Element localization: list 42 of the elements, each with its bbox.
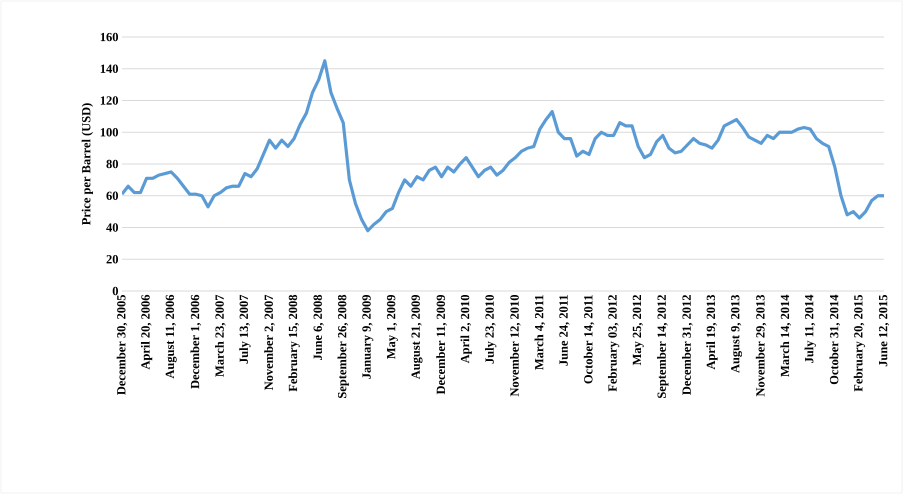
- x-tick-label: June 6, 2008: [314, 294, 324, 360]
- y-tick-label: 60: [106, 192, 118, 200]
- x-tick-label: February 20, 2015: [854, 294, 866, 392]
- x-tick-label: September 14, 2012: [657, 295, 668, 398]
- x-tick-label: March 23, 2007: [215, 294, 226, 377]
- x-tick-label: February 15, 2008: [288, 294, 300, 392]
- y-tick-label: 0: [112, 286, 118, 296]
- x-tick-label: July 13, 2007: [239, 294, 251, 364]
- x-tick-label: November 12, 2010: [510, 294, 521, 396]
- x-tick-label: June 24, 2011: [559, 295, 570, 366]
- y-axis-title: Price per Barrel (USD): [82, 103, 93, 226]
- y-tick-label: 120: [100, 96, 118, 105]
- x-tick-label: August 21, 2009: [411, 294, 422, 380]
- x-tick-label: December 1, 2006: [190, 294, 202, 389]
- x-tick-label: June 12, 2015: [878, 294, 890, 366]
- x-tick-label: November 2, 2007: [264, 294, 275, 390]
- x-tick-label: December 11, 2009: [436, 294, 447, 394]
- y-tick-label: 140: [100, 64, 118, 73]
- x-tick-label: July 11, 2014: [804, 294, 816, 363]
- x-tick-label: December 31, 2012: [682, 295, 693, 395]
- x-tick-label: March 4, 2011: [534, 295, 546, 370]
- x-tick-label: August 11, 2006: [166, 294, 177, 378]
- x-tick-label: October 14, 2011: [584, 295, 594, 384]
- x-tick-label: January 9, 2009: [362, 294, 374, 379]
- y-tick-label: 80: [106, 160, 118, 168]
- x-tick-label: August 9, 2013: [731, 294, 742, 373]
- x-tick-label: November 29, 2013: [756, 294, 766, 396]
- x-tick-label: October 31, 2014: [830, 294, 840, 384]
- y-tick-label: 40: [106, 223, 118, 232]
- x-tick-label: December 30, 2005: [116, 294, 128, 395]
- y-tick-label: 20: [106, 255, 118, 264]
- x-tick-label: July 23, 2010: [485, 294, 496, 364]
- x-tick-label: September 26, 2008: [338, 294, 349, 398]
- x-tick-label: May 25, 2012: [632, 295, 644, 366]
- x-tick-label: February 03, 2012: [608, 295, 620, 392]
- x-tick-label: April 19, 2013: [706, 294, 718, 370]
- x-tick-label: April 20, 2006: [140, 294, 152, 370]
- x-tick-label: March 14, 2014: [780, 294, 791, 377]
- y-tick-label: 160: [100, 32, 118, 42]
- x-tick-label: May 1, 2009: [386, 294, 398, 359]
- x-tick-label: April 2, 2010: [460, 294, 472, 364]
- y-tick-label: 100: [100, 128, 118, 136]
